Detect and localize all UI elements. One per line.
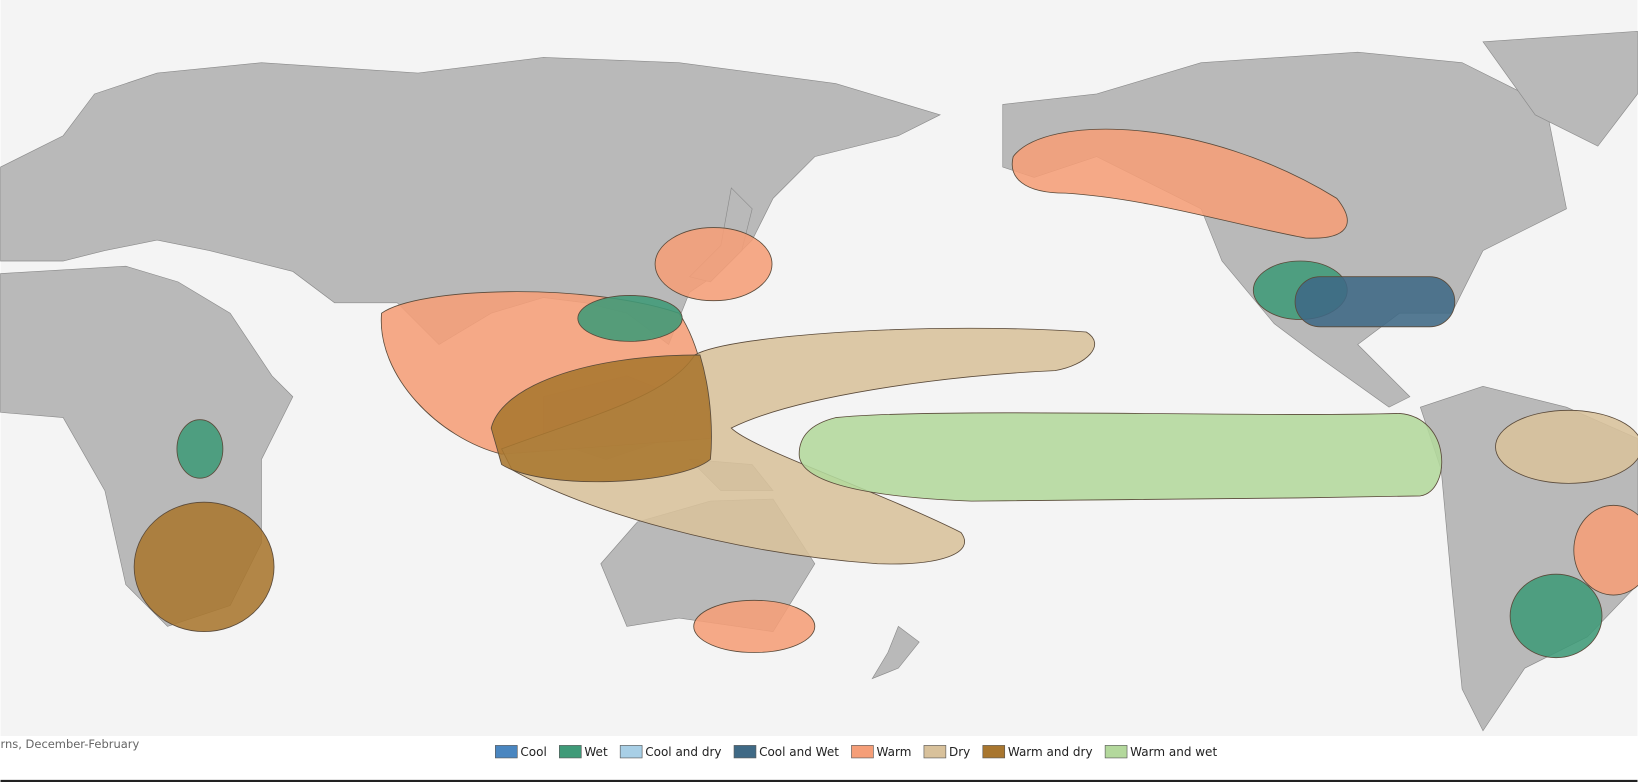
legend-label: Wet: [584, 745, 608, 759]
caption: rns, December-February: [1, 737, 140, 751]
legend-swatch: [495, 745, 518, 759]
legend-swatch: [559, 745, 582, 759]
region-warm-and-wet: [798, 412, 1443, 502]
region-warm: [693, 599, 816, 653]
legend-label: Dry: [949, 745, 970, 759]
legend-label: Cool and Wet: [759, 745, 839, 759]
region-warm-and-dry: [490, 354, 712, 483]
region-wet: [577, 295, 683, 342]
region-cool-and-wet: [1294, 276, 1456, 328]
legend-swatch: [851, 745, 874, 759]
new-zealand: [871, 625, 920, 680]
legend-label: Cool and dry: [645, 745, 721, 759]
legend-swatch: [982, 745, 1006, 759]
legend-swatch: [1104, 745, 1128, 759]
legend-label: Warm and dry: [1008, 745, 1093, 759]
regions: [133, 128, 1638, 659]
legend-label: Cool: [520, 745, 546, 759]
legend-swatch: [923, 745, 947, 759]
region-dry: [1495, 409, 1638, 484]
region-warm-and-dry: [133, 501, 275, 633]
legend-swatch: [619, 745, 643, 759]
legend-label: Warm: [877, 745, 912, 759]
region-warm: [1011, 128, 1348, 239]
legend: Cool Wet Cool and dry Cool and Wet Warm Dry Wa…: [495, 745, 1217, 759]
region-wet: [1509, 573, 1603, 659]
legend-swatch: [733, 745, 757, 759]
region-warm: [1573, 504, 1638, 596]
greenland: [1482, 30, 1638, 147]
legend-label: Warm and wet: [1130, 745, 1217, 759]
region-warm: [654, 227, 773, 302]
region-wet: [176, 419, 224, 479]
